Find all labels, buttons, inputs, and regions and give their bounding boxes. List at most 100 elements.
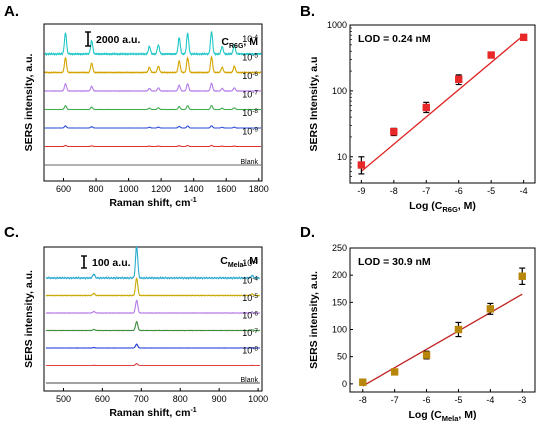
data-point (487, 51, 495, 59)
x-tick-label: 1000 (248, 394, 268, 404)
x-tick-label: -6 (455, 186, 463, 196)
spectrum-line (45, 277, 260, 297)
plot-frame (43, 246, 263, 392)
y-tick-label: 250 (332, 243, 347, 253)
x-tick-label: 500 (56, 394, 71, 404)
series-label: 10-4 (242, 276, 258, 286)
x-tick-label: 700 (134, 394, 149, 404)
y-tick-label: 100 (332, 325, 347, 335)
y-tick-label: 50 (337, 352, 347, 362)
plot-frame (43, 23, 263, 182)
x-axis-label: Log (CR6G, M) (409, 200, 476, 214)
x-tick-label: -9 (357, 186, 365, 196)
x-tick-label: 800 (173, 394, 188, 404)
panel-letter-d: D. (300, 224, 315, 241)
lod-annotation: LOD = 30.9 nM (358, 256, 431, 268)
data-point (422, 103, 430, 112)
y-tick-label: 0 (342, 379, 347, 389)
spectrum-line (45, 245, 261, 280)
panel-letter-b: B. (300, 3, 315, 20)
data-point (455, 75, 463, 83)
scale-bar-label: 100 a.u. (92, 257, 131, 269)
legend-title: CR6G, M (221, 36, 258, 50)
panel-letter-c: C. (4, 224, 19, 241)
scale-bar-label: 2000 a.u. (96, 34, 140, 46)
spectrum-line (44, 31, 262, 57)
series-label: 10-7 (242, 328, 258, 338)
data-point (454, 325, 463, 334)
x-tick-label: -5 (487, 186, 495, 196)
panel-a-spectra: 600 800 1000 1200 1400 1600 1800 Raman shift, c… (23, 23, 269, 209)
x-tick-label: -3 (518, 395, 526, 405)
series-label: 10-3 (242, 258, 258, 268)
x-tick-label: 1600 (216, 184, 236, 194)
x-tick-label: -8 (359, 395, 367, 405)
x-tick-label: 1800 (249, 184, 269, 194)
data-point (359, 378, 367, 386)
x-tick-label: -4 (520, 186, 528, 196)
spectrum-line (44, 144, 261, 148)
x-axis-label: Raman shift, cm-1 (109, 407, 196, 419)
series-label: 10-4 (242, 34, 258, 44)
data-point (390, 368, 399, 376)
y-tick-label: 200 (332, 270, 347, 280)
y-axis-label: SERS intensity, a.u. (308, 271, 320, 369)
series-label: 10-8 (242, 346, 258, 356)
x-tick-label: -5 (454, 395, 462, 405)
x-tick-label: 600 (56, 184, 71, 194)
panel-letter-a: A. (4, 3, 19, 20)
legend-title: CMela, M (220, 255, 258, 269)
data-point (519, 33, 528, 42)
panel-b-calibration: -9 -8 -7 -6 -5 -4 10 100 1000 Log (CR6G, M) SERS I… (308, 20, 536, 214)
fit-line (362, 293, 523, 387)
series-label: 10-7 (242, 90, 258, 100)
x-tick-label: -6 (423, 395, 431, 405)
data-point (422, 351, 431, 359)
fit-line (360, 34, 525, 172)
y-tick-label: 150 (332, 297, 347, 307)
x-tick-label: 800 (89, 184, 104, 194)
x-tick-label: -7 (391, 395, 399, 405)
x-tick-label: -8 (390, 186, 398, 196)
y-tick-label: 10 (337, 152, 347, 162)
x-axis-label: Raman shift, cm-1 (109, 197, 196, 209)
series-label: Blank (240, 377, 258, 384)
data-point (390, 128, 398, 136)
series-label: 10-8 (242, 108, 258, 118)
x-tick-label: -4 (486, 395, 494, 405)
series-label: 10-5 (242, 53, 258, 63)
spectrum-line (44, 82, 262, 93)
x-tick-label: 900 (212, 394, 227, 404)
x-tick-label: 600 (95, 394, 110, 404)
plot-frame (349, 24, 536, 184)
x-tick-label: -7 (422, 186, 430, 196)
y-axis-label: SERS Intensity, a.u (308, 57, 320, 152)
series-label: Blank (240, 159, 258, 166)
lod-annotation: LOD = 0.24 nM (358, 33, 431, 45)
data-point (357, 161, 366, 169)
spectrum-line (44, 104, 262, 111)
spectrum-line (44, 125, 262, 129)
y-axis-label: SERS intensity, a.u. (23, 54, 35, 152)
spectrum-line (45, 320, 261, 332)
series-label: 10-6 (242, 311, 258, 321)
panel-c-spectra: 500 600 700 800 900 1000 Raman shift, cm-1 SERS… (23, 245, 268, 419)
y-axis-label: SERS intensity, a.u. (23, 270, 35, 368)
x-tick-label: 1000 (119, 184, 139, 194)
x-tick-label: 1200 (151, 184, 171, 194)
series-label: 10-5 (242, 293, 258, 303)
spectrum-line (45, 299, 261, 315)
series-label: 10-6 (242, 71, 258, 81)
x-axis-label: Log (CMela, M) (408, 409, 476, 423)
spectrum-line (45, 343, 261, 349)
spectrum-line (45, 363, 260, 367)
plot-frame (349, 247, 536, 393)
panel-d-calibration: -8 -7 -6 -5 -4 -3 0 50 100 150 200 250 Log (CMela, M… (308, 243, 536, 423)
x-tick-label: 1400 (184, 184, 204, 194)
y-tick-label: 1000 (327, 20, 347, 30)
y-tick-label: 100 (332, 86, 347, 96)
data-point (486, 305, 495, 313)
spectrum-line (44, 55, 262, 75)
data-point (518, 272, 526, 280)
